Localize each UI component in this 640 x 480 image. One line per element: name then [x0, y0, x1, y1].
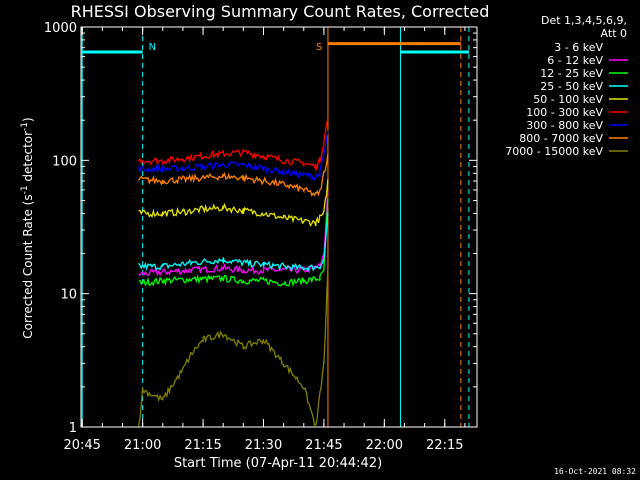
y-tick-label: 100 — [52, 154, 77, 169]
legend-label: 800 - 7000 keV — [519, 132, 603, 145]
legend-label: 25 - 50 keV — [540, 80, 603, 93]
series-line-3 — [138, 212, 329, 273]
series-line-8 — [137, 267, 329, 427]
series-line-2 — [138, 198, 329, 288]
legend-label: 3 - 6 keV — [554, 41, 603, 54]
series-line-6 — [137, 130, 329, 182]
legend-label: 50 - 100 keV — [533, 93, 603, 106]
x-axis: 20:45 21:00 21:15 21:30 21:45 22:00 22:15 — [63, 27, 466, 453]
annotation-s: S — [316, 42, 322, 53]
x-tick-label: 22:15 — [426, 438, 463, 453]
series-line-0 — [137, 197, 329, 332]
legend-label: 12 - 25 keV — [540, 67, 603, 80]
y-axis-label: Corrected Count Rate (s-1 detector-1) — [20, 117, 35, 338]
series-line-1 — [138, 191, 329, 277]
attenuator-label: Att 0 — [601, 27, 627, 40]
x-tick-label: 21:30 — [245, 438, 282, 453]
y-tick-label: 1000 — [44, 21, 77, 36]
x-tick-label: 21:45 — [305, 438, 342, 453]
y-axis: 1 10 100 1000 — [44, 21, 477, 436]
x-tick-label: 20:45 — [63, 438, 100, 453]
plot-frame — [80, 26, 478, 428]
series-line-4 — [138, 179, 329, 227]
y-tick-label: 10 — [60, 288, 77, 303]
legend-label: 6 - 12 keV — [547, 54, 603, 67]
series-line-7 — [138, 154, 329, 197]
x-tick-label: 21:00 — [124, 438, 161, 453]
timestamp: 16-Oct-2021 08:32 — [554, 467, 636, 476]
legend-label: 300 - 800 keV — [526, 119, 603, 132]
chart-title: RHESSI Observing Summary Count Rates, Co… — [71, 2, 490, 21]
annotation-n: N — [149, 42, 156, 53]
series-line-5 — [138, 117, 329, 173]
x-tick-label: 22:00 — [366, 438, 403, 453]
legend-label: 7000 - 15000 keV — [505, 145, 603, 158]
detectors-label: Det 1,3,4,5,6,9, — [541, 14, 627, 27]
legend-label: 100 - 300 keV — [526, 106, 603, 119]
x-tick-label: 21:15 — [184, 438, 221, 453]
x-axis-label: Start Time (07-Apr-11 20:44:42) — [174, 456, 382, 471]
y-tick-label: 1 — [69, 421, 77, 436]
